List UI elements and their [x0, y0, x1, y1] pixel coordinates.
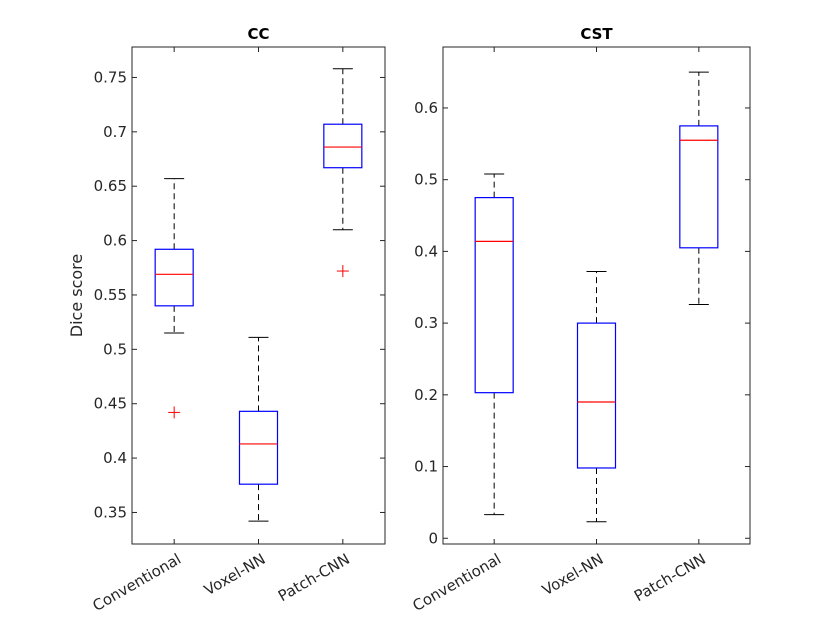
y-tick-label: 0.5	[103, 340, 127, 358]
y-tick-label: 0.6	[103, 232, 127, 250]
box-conventional	[474, 173, 514, 516]
y-tick-label: 0	[428, 529, 438, 547]
y-tick-label: 0.4	[103, 449, 127, 467]
y-tick-label: 0.65	[94, 177, 127, 195]
outlier-marker	[336, 265, 349, 278]
box-conventional	[154, 178, 194, 419]
y-tick-label: 0.6	[414, 99, 438, 117]
y-tick-label: 0.7	[103, 123, 127, 141]
box-patch-cnn	[323, 68, 363, 278]
subplot-cst: CST 0 0.1 0.2 0.3 0.4 0.5 0.6 Conventional Voxel-…	[410, 25, 751, 615]
outlier-marker	[168, 406, 181, 419]
y-tick-label: 0.75	[94, 68, 127, 86]
x-tick-label: Voxel-NN	[539, 550, 606, 599]
y-tick-label: 0.45	[94, 395, 127, 413]
x-tick-label: Voxel-NN	[201, 550, 268, 599]
iqr-box	[474, 197, 514, 394]
x-tick-label: Patch-CNN	[631, 550, 709, 605]
y-tick-label: 0.3	[414, 314, 438, 332]
y-tick-label: 0.35	[94, 503, 127, 521]
iqr-box	[576, 322, 617, 469]
axes-frame	[131, 46, 386, 545]
iqr-box	[679, 125, 719, 249]
x-tick-label: Conventional	[410, 550, 505, 615]
y-tick-label: 0.5	[414, 171, 438, 189]
iqr-box	[323, 123, 363, 169]
y-tick-label: 0.4	[414, 242, 438, 260]
y-tick-label: 0.2	[414, 386, 438, 404]
box-patch-cnn	[679, 71, 719, 305]
x-tick-label: Patch-CNN	[275, 550, 353, 605]
chart-title: CST	[580, 25, 613, 43]
y-tick-label: 0.55	[94, 286, 127, 304]
chart-title: CC	[247, 25, 269, 43]
iqr-box	[154, 248, 194, 307]
y-tick-label: 0.1	[414, 458, 438, 476]
iqr-box	[238, 410, 279, 485]
subplot-cc: CC Dice score 0.35 0.4 0.45 0.5 0.55 0.6 0.65 0.7…	[67, 25, 386, 615]
x-tick-label: Conventional	[90, 550, 185, 615]
y-axis-label: Dice score	[67, 254, 86, 337]
box-voxel-nn	[238, 336, 279, 522]
box-voxel-nn	[576, 270, 617, 523]
